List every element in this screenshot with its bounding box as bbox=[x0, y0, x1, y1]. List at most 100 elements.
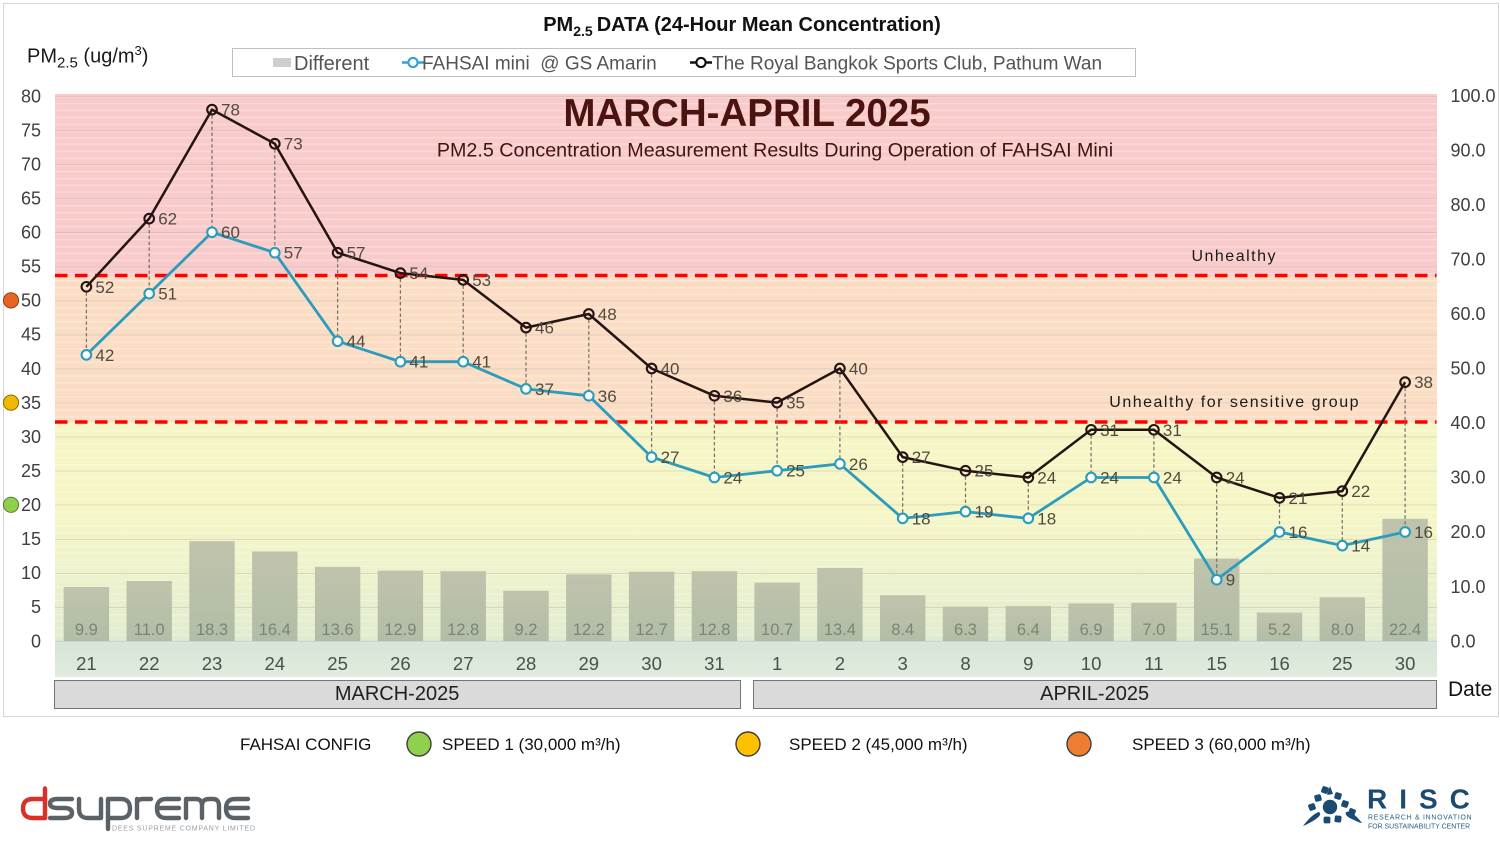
svg-text:57: 57 bbox=[284, 244, 303, 263]
svg-text:50: 50 bbox=[21, 291, 41, 311]
svg-text:23: 23 bbox=[202, 653, 223, 674]
svg-text:30.0: 30.0 bbox=[1451, 468, 1486, 488]
svg-text:0.0: 0.0 bbox=[1451, 631, 1476, 651]
svg-text:62: 62 bbox=[158, 210, 177, 229]
svg-text:8.0: 8.0 bbox=[1331, 621, 1354, 639]
svg-text:DEES SUPREME COMPANY LIMITED: DEES SUPREME COMPANY LIMITED bbox=[112, 826, 256, 833]
svg-text:6.9: 6.9 bbox=[1080, 621, 1103, 639]
svg-text:6.3: 6.3 bbox=[954, 621, 977, 639]
svg-text:70.0: 70.0 bbox=[1451, 249, 1486, 269]
svg-text:40: 40 bbox=[21, 359, 41, 379]
svg-text:3: 3 bbox=[898, 653, 908, 674]
svg-text:14: 14 bbox=[1351, 537, 1370, 556]
svg-text:16: 16 bbox=[1289, 523, 1308, 542]
svg-text:70: 70 bbox=[21, 154, 41, 174]
svg-text:24: 24 bbox=[1100, 469, 1119, 488]
svg-text:11: 11 bbox=[1144, 653, 1163, 674]
svg-text:18.3: 18.3 bbox=[196, 621, 228, 639]
svg-text:7.0: 7.0 bbox=[1142, 621, 1165, 639]
svg-text:16: 16 bbox=[1269, 653, 1290, 674]
svg-text:18: 18 bbox=[1037, 509, 1056, 528]
svg-text:28: 28 bbox=[516, 653, 537, 674]
svg-text:15.1: 15.1 bbox=[1201, 621, 1233, 639]
svg-text:54: 54 bbox=[409, 264, 428, 283]
svg-text:30: 30 bbox=[1395, 653, 1416, 674]
svg-text:FOR SUSTAINABILITY CENTER: FOR SUSTAINABILITY CENTER bbox=[1368, 824, 1470, 831]
svg-text:80.0: 80.0 bbox=[1451, 195, 1486, 215]
svg-text:46: 46 bbox=[535, 319, 554, 338]
svg-text:SPEED 3 (60,000 m³/h): SPEED 3 (60,000 m³/h) bbox=[1132, 735, 1311, 754]
svg-text:13.4: 13.4 bbox=[824, 621, 856, 639]
svg-text:22: 22 bbox=[139, 653, 160, 674]
svg-text:27: 27 bbox=[453, 653, 474, 674]
svg-text:10: 10 bbox=[1081, 653, 1102, 674]
svg-text:25: 25 bbox=[975, 462, 994, 481]
svg-text:9: 9 bbox=[1226, 571, 1235, 590]
svg-text:30: 30 bbox=[21, 427, 41, 447]
svg-text:100.0: 100.0 bbox=[1451, 86, 1496, 106]
svg-text:PM2.5 Concentration Measuremen: PM2.5 Concentration Measurement Results … bbox=[437, 140, 1113, 162]
svg-text:6.4: 6.4 bbox=[1017, 621, 1040, 639]
svg-text:40.0: 40.0 bbox=[1451, 413, 1486, 433]
svg-text:36: 36 bbox=[598, 387, 617, 406]
svg-text:55: 55 bbox=[21, 257, 41, 277]
svg-text:29: 29 bbox=[579, 653, 600, 674]
svg-text:65: 65 bbox=[21, 189, 41, 209]
svg-text:25: 25 bbox=[21, 461, 41, 481]
svg-text:40: 40 bbox=[849, 360, 868, 379]
svg-text:35: 35 bbox=[21, 393, 41, 413]
svg-text:41: 41 bbox=[409, 353, 428, 372]
svg-text:13.6: 13.6 bbox=[322, 621, 354, 639]
svg-text:57: 57 bbox=[347, 244, 366, 263]
svg-text:31: 31 bbox=[1163, 421, 1182, 440]
svg-text:36: 36 bbox=[723, 387, 742, 406]
svg-text:52: 52 bbox=[95, 278, 114, 297]
svg-text:RISC: RISC bbox=[1367, 784, 1482, 815]
svg-text:MARCH-APRIL 2025: MARCH-APRIL 2025 bbox=[563, 92, 930, 135]
svg-text:9.9: 9.9 bbox=[75, 621, 98, 639]
svg-text:12.7: 12.7 bbox=[636, 621, 668, 639]
svg-text:53: 53 bbox=[472, 271, 491, 290]
svg-text:30: 30 bbox=[641, 653, 662, 674]
svg-text:1: 1 bbox=[772, 653, 782, 674]
svg-text:25: 25 bbox=[327, 653, 348, 674]
svg-text:18: 18 bbox=[912, 509, 931, 528]
svg-text:40: 40 bbox=[661, 360, 680, 379]
svg-text:48: 48 bbox=[598, 305, 617, 324]
svg-text:41: 41 bbox=[472, 353, 491, 372]
svg-text:15: 15 bbox=[21, 529, 41, 549]
svg-text:9.2: 9.2 bbox=[515, 621, 538, 639]
svg-text:24: 24 bbox=[1037, 469, 1056, 488]
svg-text:24: 24 bbox=[1163, 469, 1182, 488]
svg-text:5.2: 5.2 bbox=[1268, 621, 1291, 639]
svg-text:50.0: 50.0 bbox=[1451, 359, 1486, 379]
svg-text:44: 44 bbox=[347, 332, 366, 351]
svg-text:35: 35 bbox=[786, 394, 805, 413]
svg-text:42: 42 bbox=[95, 346, 114, 365]
svg-text:11.0: 11.0 bbox=[134, 621, 165, 639]
svg-text:21: 21 bbox=[76, 653, 97, 674]
svg-text:37: 37 bbox=[535, 380, 554, 399]
svg-text:16: 16 bbox=[1414, 523, 1433, 542]
svg-text:2: 2 bbox=[835, 653, 845, 674]
svg-text:RESEARCH & INNOVATION: RESEARCH & INNOVATION bbox=[1368, 815, 1472, 822]
svg-text:12.8: 12.8 bbox=[447, 621, 479, 639]
svg-text:SPEED 1 (30,000 m³/h): SPEED 1 (30,000 m³/h) bbox=[442, 735, 621, 754]
svg-text:Different: Different bbox=[294, 53, 370, 75]
svg-text:SPEED 2 (45,000 m³/h): SPEED 2 (45,000 m³/h) bbox=[789, 735, 968, 754]
svg-text:Unhealthy for sensitive group: Unhealthy for sensitive group bbox=[1109, 394, 1360, 411]
svg-text:12.8: 12.8 bbox=[698, 621, 730, 639]
svg-text:10.7: 10.7 bbox=[761, 621, 793, 639]
svg-text:5: 5 bbox=[31, 597, 41, 617]
svg-text:FAHSAI mini @ GS Amarin: FAHSAI mini @ GS Amarin bbox=[422, 54, 657, 75]
svg-text:31: 31 bbox=[704, 653, 725, 674]
svg-text:24: 24 bbox=[723, 469, 742, 488]
svg-text:27: 27 bbox=[661, 448, 680, 467]
svg-text:Unhealthy: Unhealthy bbox=[1191, 248, 1277, 265]
svg-text:10.0: 10.0 bbox=[1451, 577, 1486, 597]
svg-text:31: 31 bbox=[1100, 421, 1119, 440]
svg-text:51: 51 bbox=[158, 285, 177, 304]
svg-text:0: 0 bbox=[31, 631, 41, 651]
svg-text:16.4: 16.4 bbox=[259, 621, 291, 639]
svg-text:60.0: 60.0 bbox=[1451, 304, 1486, 324]
